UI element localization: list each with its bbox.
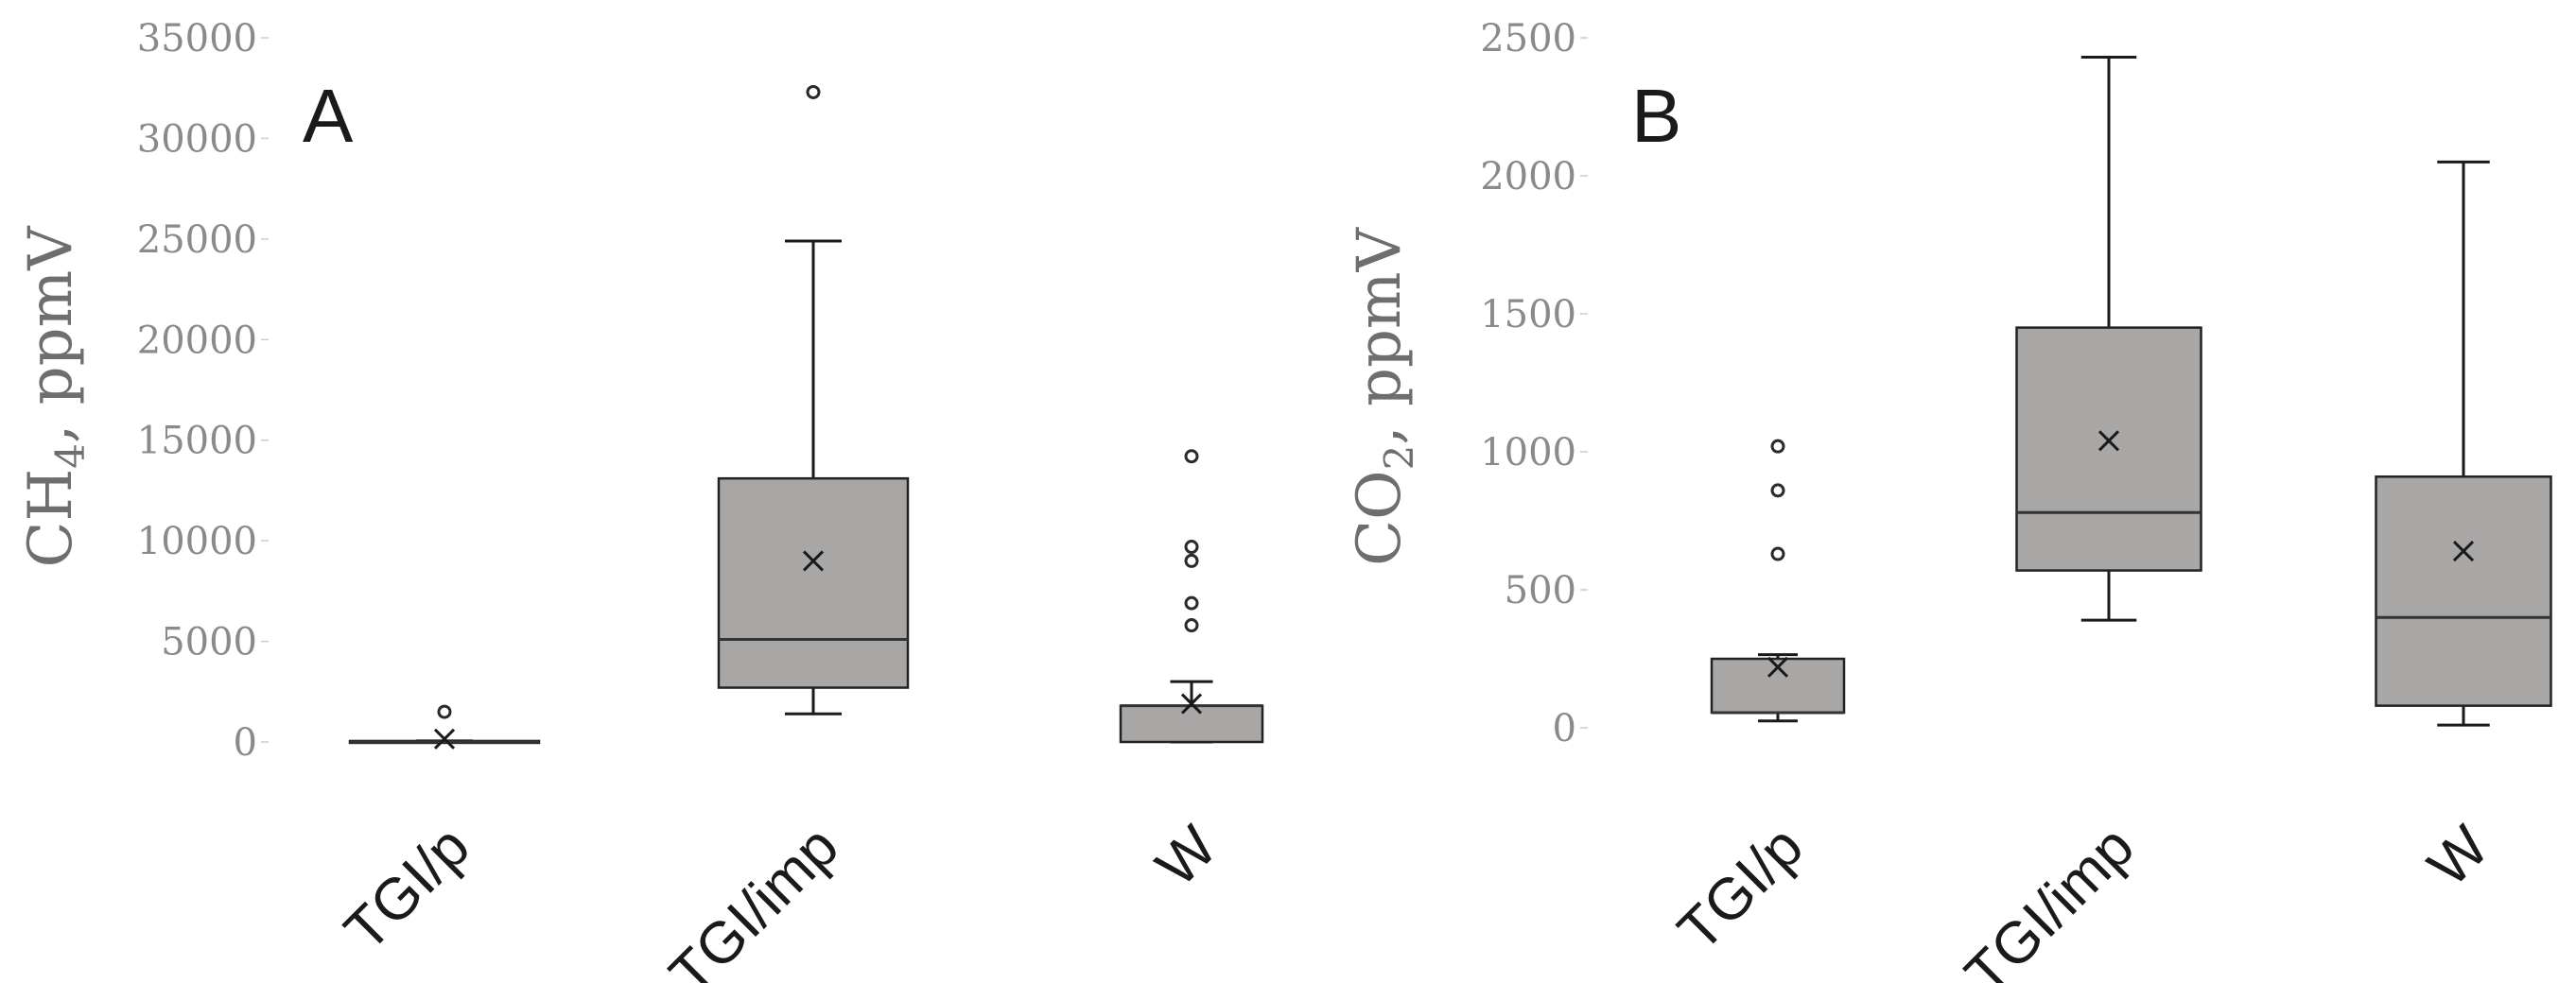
y-tick-label: 5000 xyxy=(161,621,257,664)
y-tick-label: 35000 xyxy=(137,17,257,60)
outlier-point xyxy=(1184,540,1199,555)
y-tick-label: 1000 xyxy=(1480,431,1576,474)
panel-label: B xyxy=(1631,74,1681,158)
category-label: TGI/imp xyxy=(657,814,851,983)
outlier-point xyxy=(1184,449,1199,464)
y-tick-label: 500 xyxy=(1505,569,1576,612)
iqr-box xyxy=(717,476,910,689)
y-tick-label: 1500 xyxy=(1480,293,1576,336)
category-label: TGI/p xyxy=(332,814,481,963)
outlier-point xyxy=(1770,439,1785,454)
y-axis-title: CO2, ppmV xyxy=(1345,226,1422,565)
mean-marker xyxy=(1180,693,1203,715)
y-tick-label: 2500 xyxy=(1480,17,1576,60)
y-tick-label: 30000 xyxy=(137,117,257,161)
y-axis-title: CH4, ppmV xyxy=(16,225,94,568)
iqr-box xyxy=(2015,326,2202,572)
y-tick-label: 2000 xyxy=(1480,155,1576,198)
y-tick-label: 20000 xyxy=(137,319,257,362)
outlier-point xyxy=(1184,595,1199,611)
mean-marker xyxy=(433,728,456,750)
outlier-point xyxy=(806,84,821,99)
category-label: W xyxy=(1144,814,1230,900)
y-tick-label: 0 xyxy=(1553,707,1576,750)
outlier-point xyxy=(1184,553,1199,568)
category-label: TGI/imp xyxy=(1953,814,2147,983)
y-tick-label: 15000 xyxy=(137,420,257,463)
y-tick-label: 10000 xyxy=(137,520,257,563)
iqr-box xyxy=(2375,475,2552,707)
y-tick-label: 25000 xyxy=(137,218,257,262)
mean-marker xyxy=(2452,541,2475,562)
category-label: TGI/p xyxy=(1665,814,1815,963)
outlier-point xyxy=(437,704,452,719)
iqr-box xyxy=(1119,704,1264,744)
outlier-point xyxy=(1184,618,1199,633)
mean-marker xyxy=(2097,430,2120,452)
panel-label: A xyxy=(303,74,354,158)
outlier-point xyxy=(1770,483,1785,498)
y-tick-label: 0 xyxy=(234,721,257,765)
outlier-point xyxy=(1770,546,1785,561)
mean-marker xyxy=(1767,656,1789,678)
category-label: W xyxy=(2416,814,2502,900)
mean-marker xyxy=(802,550,825,572)
